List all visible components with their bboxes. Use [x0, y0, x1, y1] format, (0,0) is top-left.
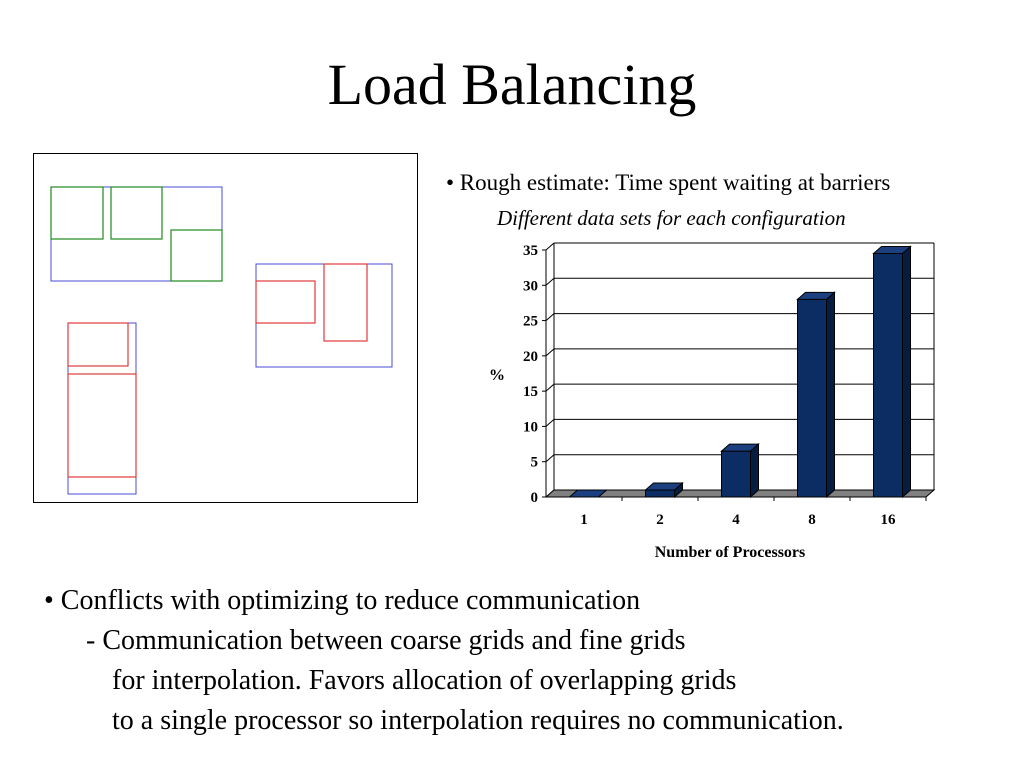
gridline-side [545, 313, 555, 321]
y-tick-label: 35 [523, 243, 538, 259]
coarse-grid-box [50, 186, 223, 282]
fine-grid-box [170, 229, 223, 282]
diagram-frame [33, 153, 418, 503]
y-tick-label: 30 [523, 278, 538, 294]
chart-subtitle: Different data sets for each configurati… [497, 206, 846, 230]
y-tick-label: 15 [523, 384, 538, 400]
slide-title: Load Balancing [327, 52, 697, 117]
bar-side [826, 291, 835, 499]
fine-grid-box [323, 263, 368, 342]
x-tick-label: 2 [656, 512, 664, 528]
fine-grid-box [50, 186, 104, 240]
bullet-rough-estimate: • Rough estimate: Time spent waiting at … [446, 170, 891, 195]
sub-bullet-communication: - Communication between coarse grids and… [86, 625, 686, 656]
bar-top [872, 246, 912, 255]
y-tick-label: 25 [523, 314, 538, 330]
bar-front [797, 298, 827, 498]
gridline-side [545, 277, 555, 286]
bar-top [644, 482, 684, 491]
gridline-side [545, 348, 555, 357]
bar-front [645, 489, 675, 498]
gridline-side [545, 419, 555, 427]
bar-top [720, 443, 760, 452]
grid-allocation-diagram [33, 153, 418, 503]
sub-bullet-line-2: for interpolation. Favors allocation of … [112, 665, 737, 696]
sub-bullet-line-3: to a single processor so interpolation r… [112, 705, 844, 736]
barrier-wait-chart: 0 5 10 15 20 25 30 35 1 2 4 8 16 % Number of Proces… [489, 242, 936, 561]
gridline-side [545, 454, 555, 463]
coarse-grid-box [67, 322, 137, 495]
bar-side [750, 443, 759, 499]
bar-front [873, 253, 903, 498]
fine-grid-box [110, 186, 163, 240]
fine-grid-box [255, 280, 316, 324]
y-tick-label: 20 [523, 349, 538, 365]
bar-top [796, 291, 836, 300]
x-tick-label: 4 [732, 512, 740, 528]
bullet-conflicts: • Conflicts with optimizing to reduce co… [44, 585, 641, 616]
fine-grid-box [67, 322, 129, 367]
x-tick-label: 8 [808, 512, 816, 528]
x-axis-label: Number of Processors [655, 544, 806, 561]
bar-side [902, 245, 911, 499]
y-tick-label: 10 [523, 419, 538, 435]
y-axis-label: % [489, 367, 505, 384]
gridline-side [545, 383, 555, 392]
fine-grid-box [67, 373, 137, 478]
bar-front [721, 450, 751, 498]
y-tick-label: 5 [531, 455, 539, 471]
x-tick-label: 1 [580, 512, 588, 528]
gridline-side [545, 242, 555, 251]
x-tick-label: 16 [881, 512, 897, 528]
y-tick-label: 0 [531, 490, 539, 506]
